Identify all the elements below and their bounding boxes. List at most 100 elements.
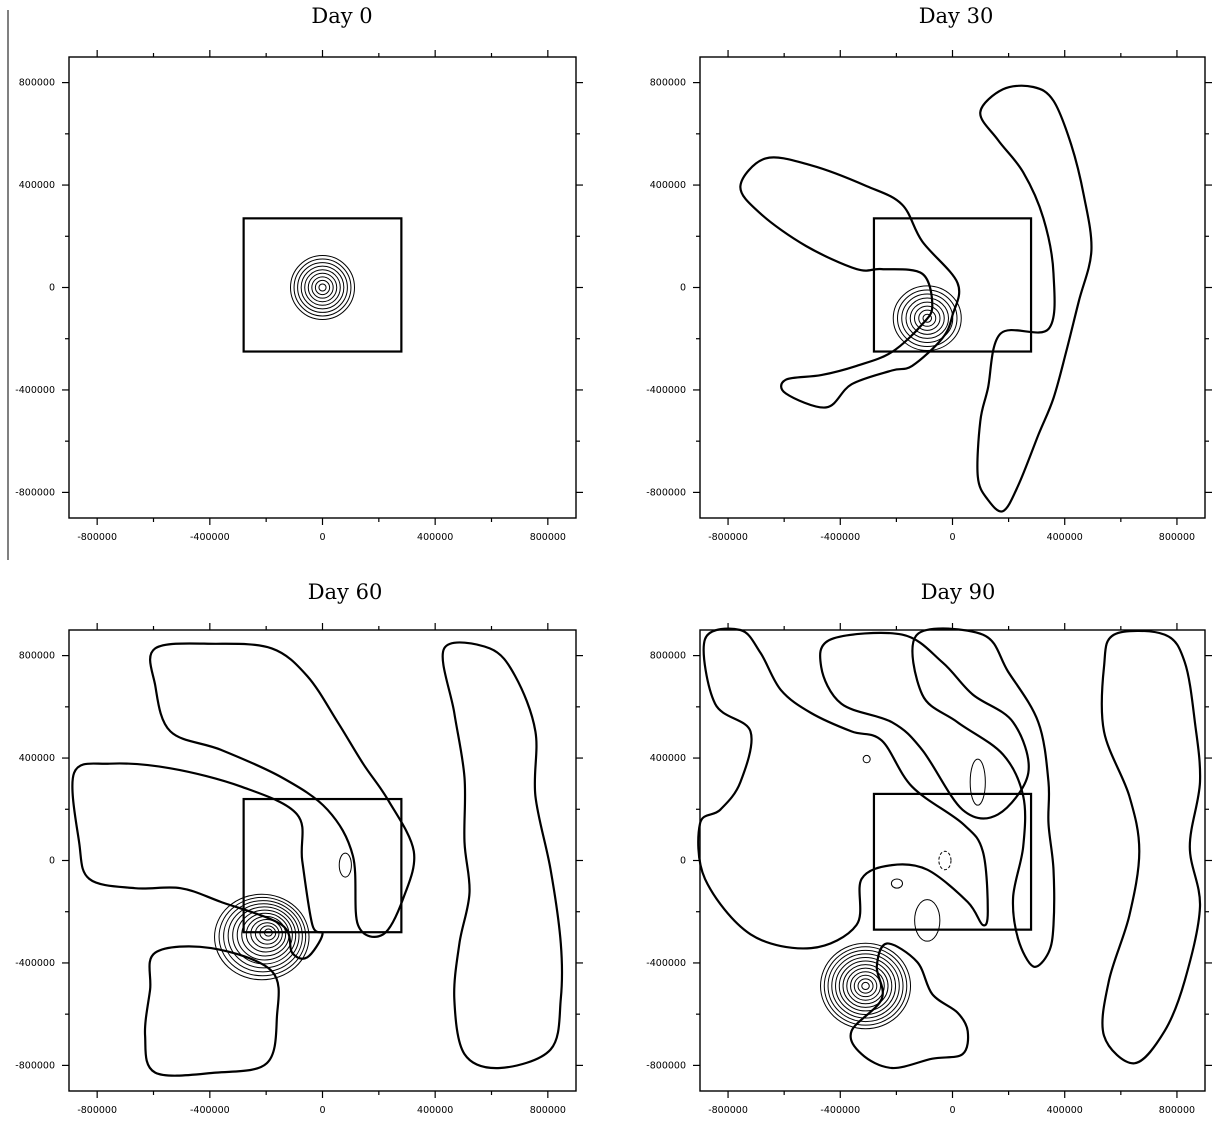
- vortex-contour-ring: [892, 285, 962, 352]
- domain-box: [242, 217, 403, 353]
- vortex-contour-ring: [846, 967, 885, 1005]
- x-tick-label: -400000: [820, 1105, 860, 1116]
- small-contour: [862, 754, 871, 764]
- x-tick-label: -400000: [820, 532, 860, 543]
- panel-title-day-90: Day 90: [920, 580, 996, 604]
- x-tick-label: 0: [319, 1105, 325, 1116]
- x-tick-label: 400000: [417, 1105, 453, 1116]
- domain-box: [242, 797, 403, 934]
- contour-outline: [818, 631, 1030, 820]
- vortex-contour-ring: [820, 942, 912, 1030]
- vortex-contour-ring: [314, 279, 331, 296]
- x-tick-label: -800000: [77, 532, 117, 543]
- vortex-contour-ring: [857, 978, 874, 994]
- vortex-contour-ring: [850, 971, 882, 1001]
- vortex-contour-ring: [300, 265, 345, 310]
- small-contour: [338, 852, 352, 878]
- contour-outline: [143, 945, 280, 1077]
- x-tick-label: -800000: [708, 1105, 748, 1116]
- panel-title-day-30: Day 30: [918, 4, 994, 28]
- y-tick-label: 800000: [650, 78, 686, 89]
- y-tick-label: 400000: [650, 753, 686, 764]
- vortex-contour-ring: [223, 900, 303, 973]
- vortex-contour-ring: [831, 953, 900, 1019]
- y-tick-label: -400000: [646, 958, 686, 969]
- x-tick-label: 800000: [1159, 532, 1195, 543]
- contour-outline: [149, 642, 416, 938]
- vortex-contour-ring: [254, 922, 280, 945]
- contour-outline: [849, 942, 970, 1070]
- plot-day-90: -800000 -400000 0 400000 800000 800000 400000 0…: [646, 623, 1212, 1116]
- plot-frame: [699, 56, 1206, 519]
- y-tick-label: 800000: [19, 78, 55, 89]
- contour-outline: [697, 627, 989, 950]
- x-tick-label: 800000: [530, 532, 566, 543]
- x-tick-label: -400000: [190, 1105, 230, 1116]
- contour-outline: [441, 641, 564, 1070]
- x-tick-label: 800000: [530, 1105, 566, 1116]
- vortex-contour-ring: [293, 258, 352, 317]
- contour-outline: [739, 156, 961, 409]
- x-tick-label: 0: [319, 532, 325, 543]
- vortex-contour-ring: [827, 949, 904, 1023]
- vortex-contour-ring: [853, 974, 878, 998]
- plot-frame: [68, 56, 577, 519]
- small-contour: [969, 758, 986, 806]
- y-tick-label: 0: [680, 283, 686, 294]
- y-tick-label: 400000: [19, 180, 55, 191]
- y-tick-label: 400000: [19, 753, 55, 764]
- y-tick-label: 400000: [650, 180, 686, 191]
- y-tick-label: 800000: [19, 651, 55, 662]
- y-tick-label: -400000: [646, 385, 686, 396]
- y-tick-label: -800000: [15, 487, 55, 498]
- vortex-contour-ring: [263, 928, 273, 937]
- panel-title-day-0: Day 0: [311, 4, 373, 28]
- vortex-contour-ring: [304, 269, 341, 306]
- vortex-contour-ring: [823, 946, 908, 1026]
- y-tick-label: -800000: [646, 1060, 686, 1071]
- y-tick-label: -800000: [15, 1060, 55, 1071]
- x-tick-label: -800000: [77, 1105, 117, 1116]
- y-tick-label: 0: [49, 856, 55, 867]
- domain-box: [872, 217, 1033, 353]
- x-tick-label: 0: [949, 1105, 955, 1116]
- vortex-contour-ring: [842, 964, 889, 1008]
- plot-day-60: -800000 -400000 0 400000 800000 800000 400000 0…: [15, 623, 583, 1116]
- y-tick-label: 0: [680, 856, 686, 867]
- vortex-contour-ring: [218, 896, 307, 977]
- x-tick-label: 400000: [417, 532, 453, 543]
- contour-outline: [71, 762, 324, 960]
- x-tick-label: 0: [949, 532, 955, 543]
- x-tick-label: -400000: [190, 532, 230, 543]
- vortex-contour-ring: [318, 283, 327, 292]
- small-contour: [914, 899, 941, 942]
- vortex-contour-ring: [901, 293, 954, 343]
- contour-outline: [911, 627, 1056, 968]
- panel-title-day-60: Day 60: [307, 580, 383, 604]
- contour-outline: [1100, 629, 1202, 1065]
- vortex-contour-ring: [290, 255, 355, 320]
- vortex-contour-ring: [241, 912, 290, 957]
- y-tick-label: -400000: [15, 958, 55, 969]
- x-tick-label: 400000: [1047, 532, 1083, 543]
- x-tick-label: 400000: [1047, 1105, 1083, 1116]
- plot-day-30: -800000 -400000 0 400000 800000 800000 400000 0…: [646, 50, 1212, 543]
- vortex-contour-ring: [214, 893, 310, 981]
- x-tick-label: -800000: [708, 532, 748, 543]
- y-tick-label: 0: [49, 283, 55, 294]
- vortex-contour-ring: [897, 289, 958, 347]
- domain-box: [872, 792, 1033, 931]
- plot-frame: [699, 629, 1206, 1092]
- contour-outline: [976, 84, 1093, 513]
- vortex-contour-ring: [250, 919, 283, 949]
- vortex-contour-ring: [297, 262, 348, 313]
- y-tick-label: -800000: [646, 487, 686, 498]
- vortex-contour-ring: [227, 903, 300, 969]
- y-tick-label: -400000: [15, 385, 55, 396]
- vortex-contour-ring: [838, 960, 893, 1012]
- vortex-contour-ring: [259, 925, 277, 941]
- vortex-contour-ring: [307, 272, 338, 303]
- vortex-contour-ring: [311, 276, 334, 299]
- small-contour: [890, 878, 904, 889]
